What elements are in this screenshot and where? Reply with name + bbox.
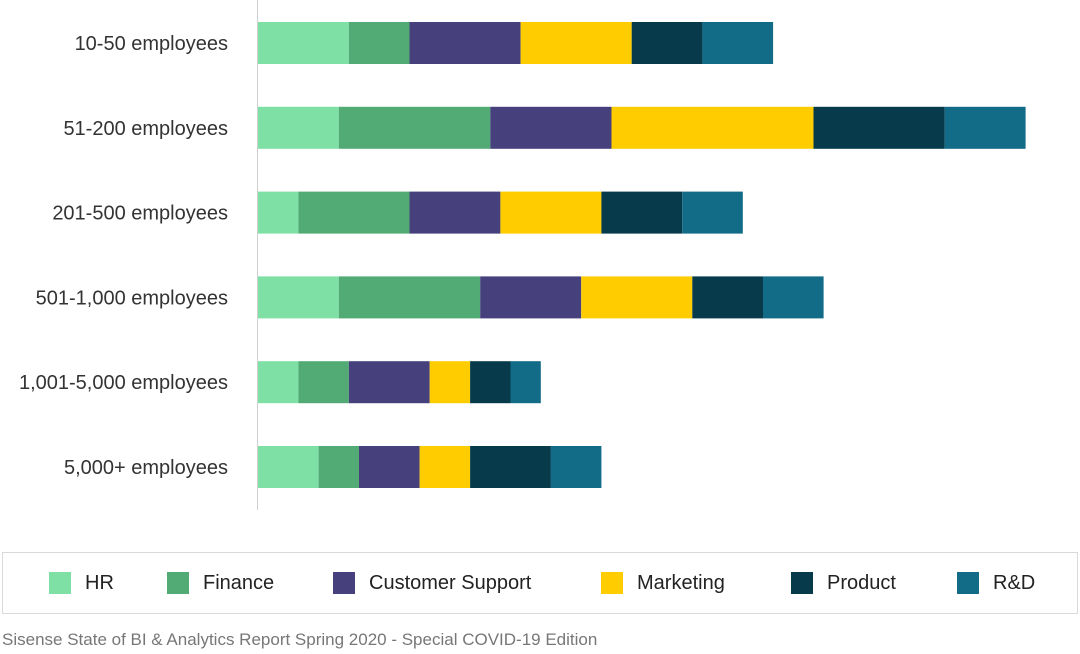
legend-swatch	[167, 572, 189, 594]
legend: HR Finance Customer Support Marketing Produc…	[2, 552, 1078, 614]
legend-item: Customer Support	[333, 553, 531, 613]
category-label: 201-500 employees	[52, 203, 228, 225]
legend-label: Product	[827, 571, 896, 594]
bar-segment	[258, 446, 319, 488]
bar-segment	[813, 106, 945, 149]
legend-swatch	[601, 572, 623, 594]
bar-segment	[409, 22, 521, 64]
legend-label: HR	[85, 571, 114, 594]
bar-segment	[944, 106, 1026, 149]
bar-segment	[429, 361, 471, 404]
bar-segment	[258, 22, 349, 64]
bar-segment	[631, 22, 703, 64]
legend-swatch	[333, 572, 355, 594]
source-caption: Sisense State of BI & Analytics Report S…	[2, 630, 598, 649]
bar-segment	[348, 361, 430, 404]
bar-segment	[338, 106, 491, 149]
bar-segment	[611, 106, 814, 149]
bar-segment	[298, 191, 410, 234]
bar-segment	[763, 276, 824, 319]
category-label: 1,001-5,000 employees	[19, 372, 228, 394]
category-label: 51-200 employees	[63, 118, 228, 140]
bar-segment	[510, 361, 541, 404]
bar-segment	[359, 446, 420, 488]
category-label: 5,000+ employees	[64, 457, 228, 479]
bar-segment	[470, 361, 511, 404]
bar-segment	[338, 276, 481, 319]
bar-segment	[258, 361, 299, 404]
legend-swatch	[49, 572, 71, 594]
bar-segment	[692, 276, 763, 319]
bar-segment	[258, 191, 299, 234]
legend-item: Marketing	[601, 553, 725, 613]
bar-segment	[409, 191, 501, 234]
bar-segment	[682, 191, 743, 234]
category-label: 10-50 employees	[75, 33, 228, 55]
bar-segment	[258, 106, 339, 149]
bar-segment	[298, 361, 349, 404]
legend-item: Finance	[167, 553, 274, 613]
bar-segment	[490, 106, 612, 149]
category-label: 501-1,000 employees	[36, 287, 228, 309]
legend-swatch	[957, 572, 979, 594]
legend-item: HR	[49, 553, 114, 613]
bar-segment	[470, 446, 551, 488]
legend-item: Product	[791, 553, 896, 613]
bar-segment	[348, 22, 410, 64]
bar-segment	[500, 191, 602, 234]
bar-segment	[581, 276, 693, 319]
legend-item: R&D	[957, 553, 1035, 613]
legend-label: Marketing	[637, 571, 725, 594]
bar-segment	[318, 446, 359, 488]
legend-label: Finance	[203, 571, 275, 594]
legend-label: R&D	[993, 571, 1036, 594]
bar-segment	[419, 446, 471, 488]
legend-swatch	[791, 572, 813, 594]
bar-segment	[550, 446, 602, 488]
legend-label: Customer Support	[369, 571, 532, 594]
bar-segment	[258, 276, 339, 319]
bar-segment	[520, 22, 632, 64]
bar-segment	[480, 276, 582, 319]
bar-segment	[601, 191, 683, 234]
bar-segment	[702, 22, 774, 64]
